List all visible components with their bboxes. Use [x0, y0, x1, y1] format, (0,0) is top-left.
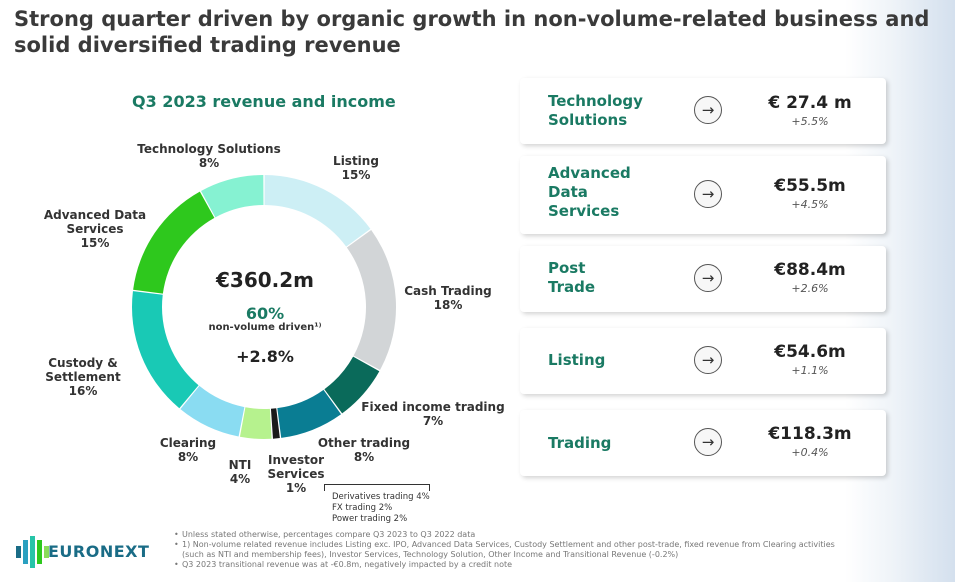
other-trading-brace: [324, 484, 430, 491]
card-value: €54.6m: [774, 342, 846, 362]
page-title: Strong quarter driven by organic growth …: [14, 7, 930, 57]
segment-card-technology-solutions[interactable]: Technology Solutions → € 27.4 m +5.5%: [520, 78, 886, 144]
slice-label-other-trading: Other trading 8%: [317, 436, 411, 464]
donut-slice-technology-solutions: [201, 175, 264, 218]
euronext-logo-icon: [16, 536, 49, 568]
slice-label-cash-trading: Cash Trading 18%: [404, 284, 492, 312]
donut-slice-clearing: [180, 385, 245, 437]
card-name: Post Trade: [548, 259, 596, 296]
donut-slice-advanced-data-services: [133, 191, 215, 294]
arrow-right-icon[interactable]: →: [694, 346, 722, 374]
slice-label-technology-solutions: Technology Solutions 8%: [137, 142, 281, 170]
arrow-right-icon[interactable]: →: [694, 96, 722, 124]
donut-slice-other-trading: [277, 389, 342, 438]
slice-label-fixed-income-trading: Fixed income trading 7%: [361, 400, 505, 428]
chart-title: Q3 2023 revenue and income: [132, 92, 396, 111]
card-value: €88.4m: [774, 260, 846, 280]
other-trading-breakdown: Derivatives trading 4% FX trading 2% Pow…: [332, 492, 430, 525]
footnote: Q3 2023 transitional revenue was at -€0.…: [174, 560, 854, 570]
card-change: +2.6%: [791, 282, 829, 295]
donut-slice-cash-trading: [346, 229, 396, 370]
card-value: €118.3m: [768, 424, 852, 444]
card-value: €55.5m: [774, 176, 846, 196]
center-total: €360.2m: [215, 268, 315, 292]
arrow-right-icon[interactable]: →: [694, 264, 722, 292]
center-non-volume-pct: 60%: [245, 304, 285, 323]
breakdown-item: FX trading 2%: [332, 503, 393, 513]
donut-slice-fixed-income-trading: [324, 356, 380, 414]
slice-label-nti: NTI 4%: [228, 458, 252, 486]
slice-label-listing: Listing 15%: [333, 154, 379, 182]
arrow-right-icon[interactable]: →: [694, 428, 722, 456]
donut-slice-listing: [264, 175, 371, 247]
card-change: +0.4%: [791, 446, 829, 459]
card-change: +1.1%: [791, 364, 829, 377]
card-name: Technology Solutions: [548, 92, 643, 129]
card-name: Trading: [548, 434, 612, 452]
breakdown-item: Derivatives trading 4%: [332, 492, 430, 502]
footnotes: Unless stated otherwise, percentages com…: [174, 530, 854, 570]
slice-label-clearing: Clearing 8%: [159, 436, 217, 464]
donut-slice-custody-settlement: [131, 291, 199, 409]
segment-card-listing[interactable]: Listing → €54.6m +1.1%: [520, 328, 886, 394]
footnote: Unless stated otherwise, percentages com…: [174, 530, 854, 540]
slice-label-investor-services: Investor Services 1%: [267, 453, 325, 495]
card-change: +4.5%: [791, 198, 829, 211]
card-value: € 27.4 m: [768, 93, 852, 113]
donut-slices: [131, 175, 396, 439]
arrow-right-icon[interactable]: →: [694, 180, 722, 208]
center-growth: +2.8%: [236, 347, 294, 366]
card-change: +5.5%: [791, 115, 829, 128]
segment-card-trading[interactable]: Trading → €118.3m +0.4%: [520, 410, 886, 476]
donut-slice-investor-services: [270, 408, 280, 439]
slice-label-advanced-data-services: Advanced Data Services 15%: [43, 208, 147, 250]
card-name: Listing: [548, 351, 606, 369]
donut-slice-nti: [239, 407, 272, 439]
slice-label-custody-settlement: Custody & Settlement 16%: [45, 356, 121, 398]
segment-card-advanced-data-services[interactable]: Advanced Data Services → €55.5m +4.5%: [520, 156, 886, 234]
euronext-logo-text: EURONEXT: [48, 542, 150, 561]
center-non-volume-label: non-volume driven¹⁾: [208, 322, 322, 333]
segment-card-post-trade[interactable]: Post Trade → €88.4m +2.6%: [520, 246, 886, 312]
card-name: Advanced Data Services: [548, 164, 631, 220]
breakdown-item: Power trading 2%: [332, 514, 408, 524]
footnote: 1) Non-volume related revenue includes L…: [174, 540, 854, 560]
